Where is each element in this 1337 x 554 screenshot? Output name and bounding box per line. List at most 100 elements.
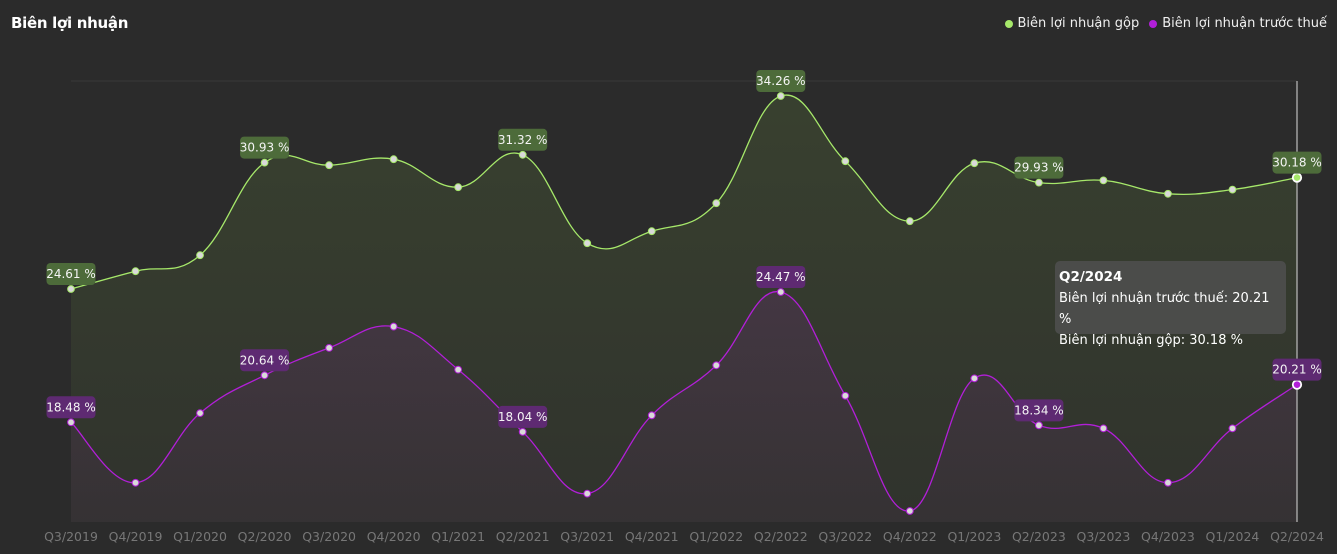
chart-title: Biên lợi nhuận (11, 14, 129, 32)
x-tick-label: Q2/2024 (1270, 529, 1324, 544)
tooltip-line-gross: Biên lợi nhuận gộp: 30.18 % (1059, 330, 1282, 351)
legend-item-gross[interactable]: Biên lợi nhuận gộp (1004, 16, 1140, 31)
area-pretax (71, 291, 1297, 522)
x-tick-label: Q3/2021 (560, 529, 614, 544)
tooltip-title: Q2/2024 (1059, 269, 1123, 285)
x-tick-label: Q2/2022 (754, 529, 808, 544)
svg-text:29.93 %: 29.93 % (1014, 161, 1064, 175)
x-tick-label: Q3/2022 (818, 529, 872, 544)
data-point-pretax-Q1/2021[interactable] (454, 365, 463, 374)
data-point-pretax-Q2/2020[interactable] (260, 371, 269, 380)
x-tick-label: Q1/2021 (431, 529, 485, 544)
data-point-pretax-Q2/2023[interactable] (1034, 421, 1043, 430)
legend-dot-pretax-icon (1149, 19, 1158, 28)
legend-dot-gross-icon (1004, 19, 1013, 28)
data-point-pretax-Q1/2023[interactable] (970, 374, 979, 383)
svg-text:30.18 %: 30.18 % (1272, 156, 1322, 170)
data-point-pretax-Q1/2024[interactable] (1228, 424, 1237, 433)
svg-text:18.48 %: 18.48 % (46, 400, 96, 414)
svg-text:24.61 %: 24.61 % (46, 267, 96, 281)
svg-text:18.34 %: 18.34 % (1014, 403, 1064, 417)
data-point-gross-Q2/2020[interactable] (260, 158, 269, 167)
data-point-gross-Q4/2020[interactable] (389, 155, 398, 164)
x-tick-label: Q1/2023 (947, 529, 1001, 544)
data-label-gross-Q2/2022: 34.26 % (756, 70, 806, 92)
data-point-gross-Q1/2020[interactable] (196, 251, 204, 260)
data-point-gross-Q3/2021[interactable] (583, 239, 592, 248)
x-tick-label: Q2/2020 (238, 529, 292, 544)
data-point-gross-Q4/2022[interactable] (905, 217, 914, 226)
svg-text:20.64 %: 20.64 % (240, 353, 290, 367)
svg-text:24.47 %: 24.47 % (756, 270, 806, 284)
data-label-pretax-Q2/2023: 18.34 % (1014, 399, 1064, 422)
data-point-gross-Q2/2024[interactable] (1291, 172, 1303, 183)
data-point-gross-Q2/2023[interactable] (1034, 178, 1043, 187)
data-point-pretax-Q4/2019[interactable] (131, 478, 140, 487)
data-point-pretax-Q3/2020[interactable] (325, 343, 334, 352)
x-tick-label: Q1/2020 (173, 529, 227, 544)
chart-tooltip: Q2/2024 Biên lợi nhuận trước thuế: 20.21… (1055, 261, 1286, 348)
data-point-pretax-Q2/2022[interactable] (776, 288, 785, 296)
data-label-pretax-Q2/2022: 24.47 % (756, 266, 806, 288)
x-tick-label: Q1/2022 (689, 529, 743, 544)
data-point-gross-Q3/2022[interactable] (841, 157, 850, 166)
data-point-gross-Q1/2023[interactable] (970, 159, 979, 168)
data-point-pretax-Q1/2022[interactable] (712, 361, 721, 370)
data-label-gross-Q2/2023: 29.93 % (1014, 156, 1064, 179)
data-point-pretax-Q1/2020[interactable] (196, 409, 204, 418)
data-point-gross-Q4/2021[interactable] (647, 227, 656, 236)
x-tick-label: Q4/2020 (367, 529, 421, 544)
x-tick-label: Q4/2023 (1141, 529, 1195, 544)
data-label-pretax-Q2/2024: 20.21 % (1272, 358, 1322, 381)
data-label-gross-Q3/2019: 24.61 % (46, 263, 96, 285)
svg-text:30.93 %: 30.93 % (240, 141, 290, 155)
data-point-gross-Q4/2023[interactable] (1164, 189, 1172, 198)
data-point-pretax-Q3/2019[interactable] (67, 418, 75, 427)
data-label-pretax-Q3/2019: 18.48 % (46, 396, 96, 419)
legend-item-pretax[interactable]: Biên lợi nhuận trước thuế (1149, 16, 1327, 31)
data-point-pretax-Q3/2022[interactable] (841, 391, 850, 400)
legend-label-pretax: Biên lợi nhuận trước thuế (1162, 16, 1327, 31)
data-label-gross-Q2/2020: 30.93 % (240, 136, 290, 159)
legend-label-gross: Biên lợi nhuận gộp (1017, 16, 1140, 31)
x-tick-label: Q3/2020 (302, 529, 356, 544)
x-tick-label: Q2/2023 (1012, 529, 1066, 544)
svg-text:31.32 %: 31.32 % (498, 133, 548, 147)
data-label-gross-Q2/2021: 31.32 % (498, 128, 548, 151)
x-tick-label: Q3/2019 (44, 529, 98, 544)
data-point-gross-Q3/2020[interactable] (325, 161, 334, 170)
tooltip-label-gross: Biên lợi nhuận gộp: (1059, 333, 1186, 348)
x-tick-label: Q4/2021 (625, 529, 679, 544)
data-point-gross-Q3/2023[interactable] (1099, 176, 1108, 185)
chart-legend: Biên lợi nhuận gộp Biên lợi nhuận trước … (1004, 16, 1327, 31)
tooltip-label-pretax: Biên lợi nhuận trước thuế: (1059, 291, 1229, 306)
svg-text:34.26 %: 34.26 % (756, 74, 806, 88)
svg-text:20.21 %: 20.21 % (1272, 363, 1322, 377)
data-point-gross-Q2/2021[interactable] (518, 150, 527, 159)
data-point-pretax-Q2/2024[interactable] (1291, 379, 1303, 390)
tooltip-value-gross: 30.18 % (1189, 333, 1243, 348)
tooltip-line-pretax: Biên lợi nhuận trước thuế: 20.21 % (1059, 288, 1282, 330)
x-tick-label: Q4/2019 (109, 529, 163, 544)
data-point-gross-Q4/2019[interactable] (131, 267, 140, 276)
svg-text:18.04 %: 18.04 % (498, 410, 548, 424)
data-point-pretax-Q3/2023[interactable] (1099, 424, 1108, 433)
data-point-gross-Q1/2022[interactable] (712, 199, 721, 208)
data-point-pretax-Q4/2021[interactable] (647, 411, 656, 420)
x-tick-label: Q4/2022 (883, 529, 937, 544)
x-tick-label: Q3/2023 (1077, 529, 1131, 544)
data-label-pretax-Q2/2020: 20.64 % (240, 349, 290, 372)
data-point-pretax-Q4/2023[interactable] (1164, 478, 1172, 487)
data-point-gross-Q1/2024[interactable] (1228, 185, 1237, 194)
data-point-pretax-Q2/2021[interactable] (518, 427, 527, 436)
data-point-gross-Q2/2022[interactable] (776, 92, 785, 100)
data-point-gross-Q1/2021[interactable] (454, 183, 463, 192)
data-point-pretax-Q4/2022[interactable] (905, 507, 914, 515)
data-point-pretax-Q4/2020[interactable] (389, 322, 398, 331)
data-point-gross-Q3/2019[interactable] (67, 285, 75, 293)
data-point-pretax-Q3/2021[interactable] (583, 489, 592, 498)
data-label-pretax-Q2/2021: 18.04 % (498, 405, 548, 428)
data-label-gross-Q2/2024: 30.18 % (1272, 151, 1322, 174)
x-tick-label: Q1/2024 (1206, 529, 1260, 544)
